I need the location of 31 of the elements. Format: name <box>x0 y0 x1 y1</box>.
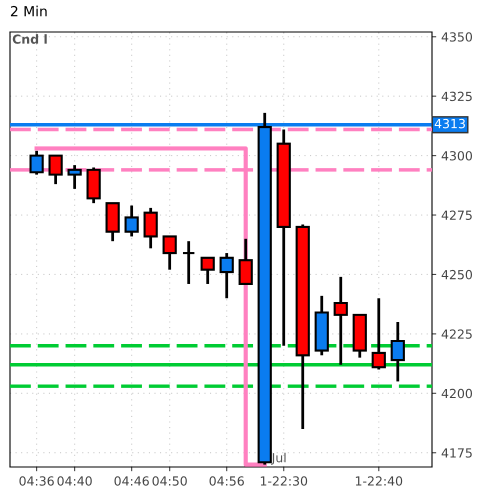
candlestick <box>68 164 82 190</box>
y-tick-label: 4200 <box>442 388 472 398</box>
candlestick <box>390 320 405 383</box>
x-tick-label: 1-22:30 <box>260 476 308 486</box>
x-tick-label: 04:36 <box>19 476 54 486</box>
y-tick-label: 4325 <box>442 92 472 102</box>
candlestick <box>238 237 253 286</box>
candlestick <box>334 275 348 366</box>
candlestick <box>144 206 158 250</box>
chart-title: 2 Min <box>10 6 47 16</box>
x-tick-label: 04:50 <box>152 476 187 486</box>
y-tick-label: 4225 <box>442 329 472 339</box>
ref-line-label: 4313 <box>434 118 465 128</box>
x-tick-label: 1-22:40 <box>356 476 402 486</box>
candlestick <box>29 149 44 176</box>
candlestick <box>124 204 139 238</box>
y-tick-label: 4275 <box>442 210 472 220</box>
x-tick-label: 04:56 <box>210 476 244 486</box>
annotation: Cnd l <box>12 34 47 44</box>
y-tick-label: 4350 <box>442 32 472 42</box>
candlestick <box>162 235 177 272</box>
candlestick <box>48 154 63 186</box>
candlestick <box>200 256 215 286</box>
candlestick <box>372 296 386 371</box>
x-tick-label: 04:40 <box>57 476 92 486</box>
y-tick-label: 4300 <box>442 151 472 161</box>
candlestick <box>220 252 234 300</box>
y-tick-label: 4175 <box>442 448 472 458</box>
candlestick <box>182 240 196 286</box>
x-tick-label: 04:46 <box>114 476 149 486</box>
y-tick-label: 4250 <box>442 270 472 280</box>
